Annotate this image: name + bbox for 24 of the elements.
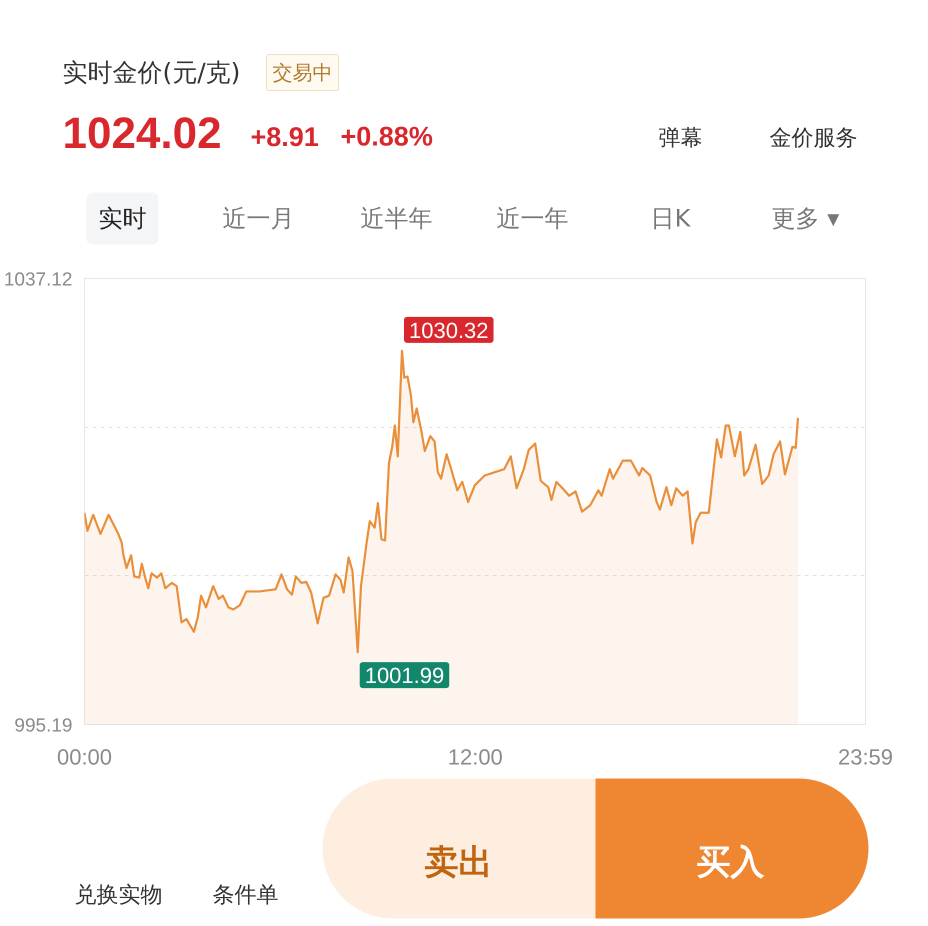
- text: 卖出: [424, 842, 492, 882]
- text: 实时: [98, 204, 146, 232]
- x-tick-label: 23:59: [838, 744, 894, 770]
- y-tick-label: 1037.12: [4, 270, 73, 290]
- text: 金价服务: [770, 126, 858, 151]
- text: 近一年: [496, 204, 568, 232]
- y-tick-label: 995.19: [14, 716, 73, 736]
- text: 兑换实物: [74, 883, 162, 908]
- x-tick-label: 12:00: [448, 744, 503, 770]
- chart-title: 实时金价(元/克): [62, 58, 240, 87]
- text: +8.91: [250, 122, 319, 152]
- text: 更多 ▾: [772, 204, 840, 232]
- text: 弹幕: [658, 126, 702, 151]
- x-tick-label: 00:00: [56, 744, 112, 770]
- text: +0.88%: [340, 122, 433, 152]
- text: 近半年: [360, 204, 432, 232]
- text: 条件单: [212, 883, 278, 908]
- text: 日K: [650, 204, 692, 232]
- annotation: 1001.99: [364, 663, 444, 688]
- text: 买入: [696, 842, 766, 882]
- text: 交易中: [272, 60, 332, 84]
- text: 近一月: [222, 204, 294, 232]
- annotation: 1030.32: [409, 318, 489, 343]
- text: 1024.02: [62, 109, 222, 158]
